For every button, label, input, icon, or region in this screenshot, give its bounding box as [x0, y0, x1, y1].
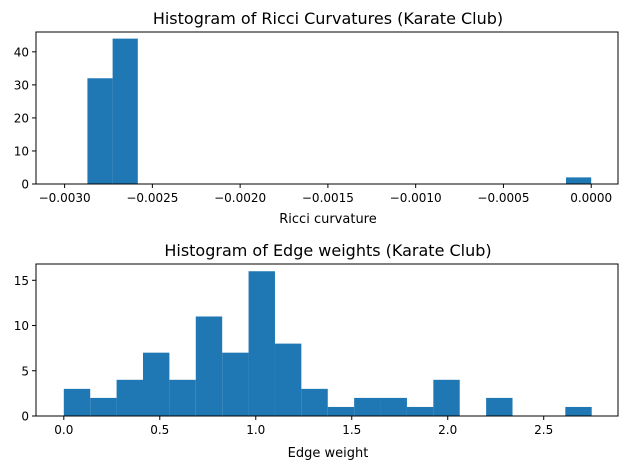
bar — [222, 352, 249, 416]
x-tick-label: −0.0025 — [126, 191, 178, 205]
x-axis: 0.0 0.5 1.0 1.5 2.0 2.5 — [54, 416, 553, 437]
y-axis: 0 5 10 15 — [14, 274, 36, 424]
x-tick-label: −0.0030 — [39, 191, 91, 205]
y-tick-label: 15 — [14, 274, 29, 288]
y-tick-label: 40 — [14, 45, 29, 59]
x-tick-label: 0.0 — [54, 423, 73, 437]
x-tick-label: 1.0 — [246, 423, 265, 437]
bar — [433, 379, 460, 416]
bar — [486, 397, 513, 416]
plot-frame — [35, 31, 619, 185]
bar — [565, 406, 592, 416]
bar — [380, 397, 407, 416]
bar — [248, 271, 275, 416]
subplot-edge-weights: Histogram of Edge weights (Karate Club) … — [14, 241, 619, 461]
bars — [87, 38, 592, 184]
x-axis: −0.0030 −0.0025 −0.0020 −0.0015 −0.0010 −0.00… — [39, 184, 612, 205]
bar — [142, 352, 170, 416]
y-tick-label: 0 — [21, 410, 29, 424]
x-tick-label: 2.5 — [534, 423, 553, 437]
bar — [63, 388, 91, 416]
x-tick-label: −0.0015 — [302, 191, 354, 205]
y-tick-label: 30 — [14, 78, 29, 92]
subplot-ricci: Histogram of Ricci Curvatures (Karate Cl… — [14, 9, 619, 227]
bars — [63, 271, 592, 416]
y-tick-label: 0 — [21, 178, 29, 192]
x-axis-label: Ricci curvature — [279, 212, 376, 227]
x-tick-label: 0.5 — [150, 423, 169, 437]
x-axis-label: Edge weight — [288, 446, 369, 461]
y-tick-label: 10 — [14, 144, 29, 158]
x-tick-label: 1.5 — [342, 423, 361, 437]
bar — [566, 177, 592, 184]
bar — [90, 397, 117, 416]
bar — [327, 406, 355, 416]
x-tick-label: 2.0 — [438, 423, 457, 437]
plot-frame — [35, 263, 619, 417]
bar — [301, 388, 328, 416]
bar — [406, 406, 434, 416]
bar — [87, 78, 113, 184]
x-tick-label: −0.0010 — [390, 191, 442, 205]
bar — [112, 38, 138, 184]
x-tick-label: −0.0020 — [214, 191, 266, 205]
x-tick-label: −0.0005 — [477, 191, 529, 205]
chart-title: Histogram of Ricci Curvatures (Karate Cl… — [153, 9, 503, 28]
bar — [354, 397, 381, 416]
chart-title: Histogram of Edge weights (Karate Club) — [164, 241, 491, 260]
bar — [195, 316, 223, 416]
y-tick-label: 10 — [14, 319, 29, 333]
x-tick-label: 0.0000 — [570, 191, 612, 205]
y-tick-label: 5 — [21, 364, 29, 378]
y-axis: 0 10 20 30 40 — [14, 45, 36, 192]
y-tick-label: 20 — [14, 111, 29, 125]
bar — [274, 343, 302, 416]
bar — [169, 379, 196, 416]
bar — [116, 379, 143, 416]
